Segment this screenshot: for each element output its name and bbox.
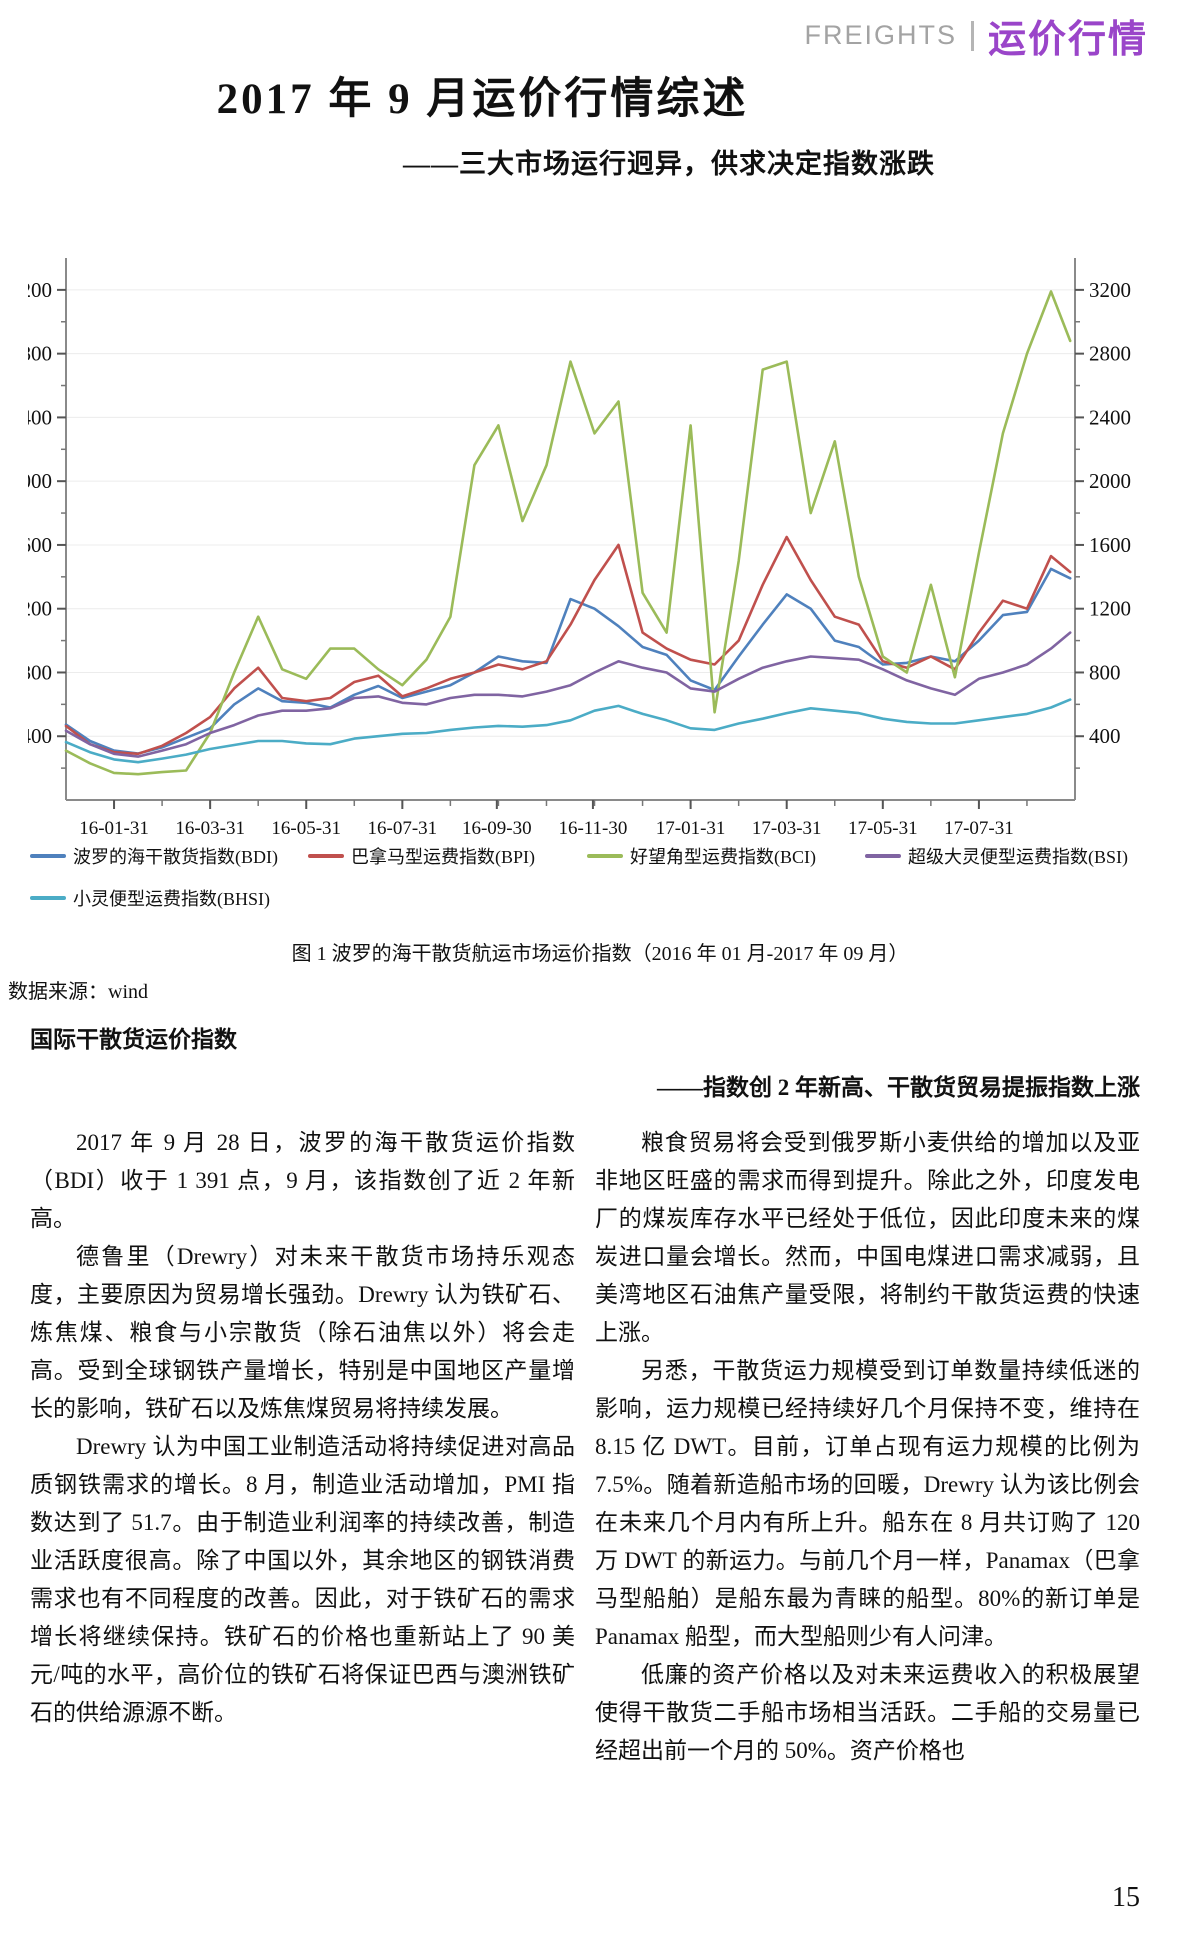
svg-text:2400: 2400 xyxy=(28,405,52,429)
svg-text:16-03-31: 16-03-31 xyxy=(175,818,245,839)
svg-text:17-07-31: 17-07-31 xyxy=(944,818,1014,839)
legend-item-bpi: 巴拿马型运费指数(BPI) xyxy=(308,843,587,869)
legend-label-bsi: 超级大灵便型运费指数(BSI) xyxy=(908,847,1128,867)
svg-text:2800: 2800 xyxy=(1089,342,1131,366)
legend-swatch-bci xyxy=(587,854,623,858)
section-heading: 国际干散货运价指数 xyxy=(30,1027,237,1052)
svg-text:3200: 3200 xyxy=(28,278,52,302)
svg-text:1600: 1600 xyxy=(28,533,52,557)
data-source-label: 数据来源： xyxy=(8,981,108,1003)
legend-swatch-bpi xyxy=(308,854,344,858)
paragraph: 低廉的资产价格以及对未来运费收入的积极展望使得干散货二手船市场相当活跃。二手船的… xyxy=(595,1662,1140,1763)
svg-text:400: 400 xyxy=(1089,724,1121,748)
svg-text:16-07-31: 16-07-31 xyxy=(368,818,438,839)
masthead-separator xyxy=(970,20,974,51)
masthead-section-en: FREIGHTS xyxy=(804,20,957,50)
legend-label-bhsi: 小灵便型运费指数(BHSI) xyxy=(73,889,270,909)
freight-index-figure: 400 400 800 800 1200 1200 1600 1600 2000 2000 2400… xyxy=(0,195,1200,1010)
svg-text:2400: 2400 xyxy=(1089,405,1131,429)
legend-item-bci: 好望角型运费指数(BCI) xyxy=(587,843,865,869)
svg-text:2800: 2800 xyxy=(28,342,52,366)
svg-text:17-03-31: 17-03-31 xyxy=(752,818,822,839)
legend-swatch-bsi xyxy=(865,854,901,858)
chart-legend: 波罗的海干散货指数(BDI) 巴拿马型运费指数(BPI) 好望角型运费指数(BC… xyxy=(30,843,1175,911)
legend-label-bdi: 波罗的海干散货指数(BDI) xyxy=(73,847,278,867)
svg-text:2000: 2000 xyxy=(28,469,52,493)
legend-item-bhsi: 小灵便型运费指数(BHSI) xyxy=(30,885,308,911)
article-subtitle: ——三大市场运行迥异，供求决定指数涨跌 xyxy=(403,149,935,179)
svg-text:16-11-30: 16-11-30 xyxy=(558,818,627,839)
svg-text:3200: 3200 xyxy=(1089,278,1131,302)
svg-text:16-05-31: 16-05-31 xyxy=(271,818,341,839)
svg-text:17-01-31: 17-01-31 xyxy=(656,818,726,839)
paragraph: 粮食贸易将会受到俄罗斯小麦供给的增加以及亚非地区旺盛的需求而得到提升。除此之外，… xyxy=(595,1130,1140,1345)
column-left: 2017 年 9 月 28 日，波罗的海干散货运价指数（BDI）收于 1 391… xyxy=(30,1124,575,1770)
article-title: 2017 年 9 月运价行情综述 xyxy=(216,76,749,123)
svg-text:800: 800 xyxy=(28,660,52,684)
legend-swatch-bhsi xyxy=(30,896,66,900)
masthead-section-zh: 运价行情 xyxy=(987,19,1148,61)
svg-text:16-01-31: 16-01-31 xyxy=(79,818,149,839)
svg-text:800: 800 xyxy=(1089,660,1121,684)
masthead: FREIGHTS 运价行情 xyxy=(804,8,1148,63)
svg-text:2000: 2000 xyxy=(1089,469,1131,493)
paragraph: 另悉，干散货运力规模受到订单数量持续低迷的影响，运力规模已经持续好几个月保持不变… xyxy=(595,1358,1140,1649)
svg-text:1200: 1200 xyxy=(1089,597,1131,621)
svg-text:17-05-31: 17-05-31 xyxy=(848,818,918,839)
legend-item-bdi: 波罗的海干散货指数(BDI) xyxy=(30,843,308,869)
paragraph: 2017 年 9 月 28 日，波罗的海干散货运价指数（BDI）收于 1 391… xyxy=(30,1130,575,1231)
legend-item-bsi: 超级大灵便型运费指数(BSI) xyxy=(865,843,1175,869)
section-subheading: ——指数创 2 年新高、干散货贸易提振指数上涨 xyxy=(657,1075,1140,1100)
figure-caption: 图 1 波罗的海干散货航运市场运价指数（2016 年 01 月-2017 年 0… xyxy=(291,943,909,965)
legend-label-bpi: 巴拿马型运费指数(BPI) xyxy=(351,847,535,867)
column-right: 粮食贸易将会受到俄罗斯小麦供给的增加以及亚非地区旺盛的需求而得到提升。除此之外，… xyxy=(595,1124,1140,1770)
paragraph: Drewry 认为中国工业制造活动将持续促进对高品质钢铁需求的增长。8 月，制造… xyxy=(30,1434,575,1725)
body-columns: 2017 年 9 月 28 日，波罗的海干散货运价指数（BDI）收于 1 391… xyxy=(30,1124,1140,1770)
svg-text:1600: 1600 xyxy=(1089,533,1131,557)
svg-text:1200: 1200 xyxy=(28,597,52,621)
paragraph: 德鲁里（Drewry）对未来干散货市场持乐观态度，主要原因为贸易增长强劲。Dre… xyxy=(30,1244,575,1421)
svg-text:16-09-30: 16-09-30 xyxy=(462,818,532,839)
freight-index-chart: 400 400 800 800 1200 1200 1600 1600 2000 2000 2400… xyxy=(28,258,1131,839)
legend-label-bci: 好望角型运费指数(BCI) xyxy=(630,847,816,867)
legend-swatch-bdi xyxy=(30,854,66,858)
data-source: 数据来源：wind xyxy=(8,975,148,1004)
page-number: 15 xyxy=(1112,1882,1140,1913)
data-source-value: wind xyxy=(108,981,148,1003)
svg-text:400: 400 xyxy=(28,724,52,748)
